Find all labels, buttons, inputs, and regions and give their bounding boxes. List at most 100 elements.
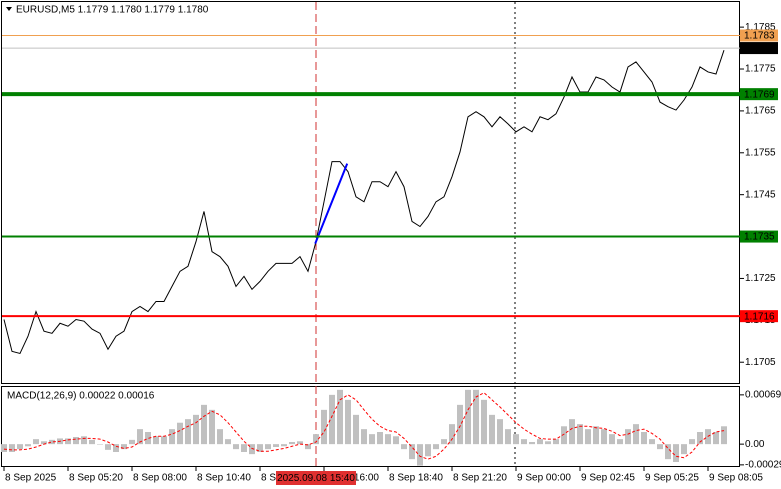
- histogram-bar: [289, 442, 295, 445]
- y-tick-label: 1.1765: [745, 106, 776, 117]
- trendline: [314, 163, 349, 245]
- y-tick-label: -0.00029: [745, 459, 781, 470]
- histogram-bar: [177, 422, 183, 445]
- x-tick-label: 9 Sep 02:45: [581, 473, 635, 484]
- histogram-bar: [441, 439, 447, 445]
- histogram-bar: [201, 404, 207, 445]
- histogram-bar: [649, 439, 655, 445]
- histogram-bar: [225, 439, 231, 445]
- histogram-bar: [425, 444, 431, 457]
- histogram-bar: [665, 444, 671, 460]
- histogram-bar: [561, 426, 567, 445]
- histogram-bar: [585, 429, 591, 445]
- y-tick-label: 1.1775: [745, 64, 776, 75]
- level-label-bg: [740, 230, 778, 243]
- histogram-bar: [449, 424, 455, 445]
- level-label: 1.1780: [744, 43, 775, 54]
- histogram-bar: [377, 432, 383, 445]
- histogram-bar: [49, 439, 55, 445]
- x-tick-label: 8 Sep 21:20: [453, 473, 507, 484]
- histogram-bar: [89, 439, 95, 445]
- histogram-bar: [505, 429, 511, 445]
- level-label-bg: [740, 42, 778, 55]
- histogram-bar: [577, 424, 583, 445]
- level-label: 1.1735: [744, 232, 775, 243]
- histogram-bar: [25, 444, 31, 447]
- histogram-bar: [113, 444, 119, 452]
- macd-panel: [1, 386, 740, 467]
- panel-title: EURUSD,M5 1.1779 1.1780 1.1779 1.1780: [16, 5, 209, 16]
- y-tick-label: 1.1705: [745, 357, 776, 368]
- histogram-bar: [609, 434, 615, 445]
- histogram-bar: [337, 389, 343, 445]
- histogram-bar: [33, 439, 39, 445]
- histogram-bar: [97, 444, 103, 445]
- histogram-bar: [209, 409, 215, 445]
- histogram-bar: [313, 434, 319, 445]
- histogram-bar: [481, 399, 487, 445]
- level-label: 1.1769: [744, 89, 775, 100]
- histogram-bar: [409, 444, 415, 460]
- histogram-bar: [1, 444, 7, 452]
- histogram-bar: [249, 444, 255, 455]
- level-label-bg: [740, 88, 778, 101]
- y-tick-label: 0.00: [745, 439, 765, 450]
- histogram-bar: [41, 441, 47, 445]
- histogram-bar: [145, 432, 151, 445]
- y-tick-label: 1.1745: [745, 189, 776, 200]
- histogram-bar: [497, 419, 503, 445]
- histogram-bar: [17, 444, 23, 450]
- histogram-bar: [673, 444, 679, 462]
- histogram-bar: [393, 436, 399, 445]
- price-line: [3, 50, 725, 355]
- level-label: 1.1716: [744, 311, 775, 322]
- histogram-bar: [681, 444, 687, 455]
- level-label: 1.1783: [744, 31, 775, 42]
- histogram-bar: [473, 389, 479, 445]
- level-label-bg: [740, 310, 778, 323]
- histogram-bar: [369, 434, 375, 445]
- histogram-bar: [241, 444, 247, 452]
- histogram-bar: [553, 439, 559, 445]
- histogram-bar: [697, 432, 703, 445]
- signal-line: [3, 392, 725, 460]
- price-panel: [1, 1, 740, 384]
- x-tick-label: 9 Sep 08:05: [709, 473, 763, 484]
- histogram-bar: [129, 439, 135, 445]
- histogram-bar: [193, 414, 199, 445]
- x-tick-label: 8 Sep 2025: [5, 473, 57, 484]
- x-tick-label: 8 Sep 18:40: [389, 473, 443, 484]
- x-tick-label: 8 Sep 08:00: [133, 473, 187, 484]
- histogram-bar: [513, 434, 519, 445]
- x-tick-label: 8 Sep 10:40: [197, 473, 251, 484]
- histogram-bar: [529, 442, 535, 445]
- histogram-bar: [601, 429, 607, 445]
- histogram-bar: [329, 394, 335, 445]
- histogram-bar: [321, 409, 327, 445]
- histogram-bar: [401, 444, 407, 450]
- histogram-bar: [281, 444, 287, 447]
- x-tick-label: 8 Sep 05:20: [69, 473, 123, 484]
- panel-title: MACD(12,26,9) 0.00022 0.00016: [7, 391, 155, 402]
- level-label-bg: [740, 29, 778, 42]
- histogram-bar: [657, 444, 663, 450]
- histogram-bar: [617, 439, 623, 445]
- histogram-bar: [161, 436, 167, 445]
- histogram-bar: [273, 444, 279, 447]
- histogram-bar: [721, 426, 727, 445]
- histogram-bar: [297, 441, 303, 445]
- x-tick-label: 9 Sep 05:25: [645, 473, 699, 484]
- histogram-bar: [121, 444, 127, 450]
- histogram-bar: [73, 437, 79, 445]
- crosshair-label: 2025.09.08 15:40: [277, 473, 355, 484]
- histogram-bar: [689, 439, 695, 445]
- crosshair-label-bg: [276, 471, 356, 485]
- histogram-bar: [305, 444, 311, 450]
- histogram-bar: [625, 429, 631, 445]
- histogram-bar: [137, 429, 143, 445]
- histogram-bar: [345, 399, 351, 445]
- histogram-bar: [569, 419, 575, 445]
- histogram-bar: [633, 424, 639, 445]
